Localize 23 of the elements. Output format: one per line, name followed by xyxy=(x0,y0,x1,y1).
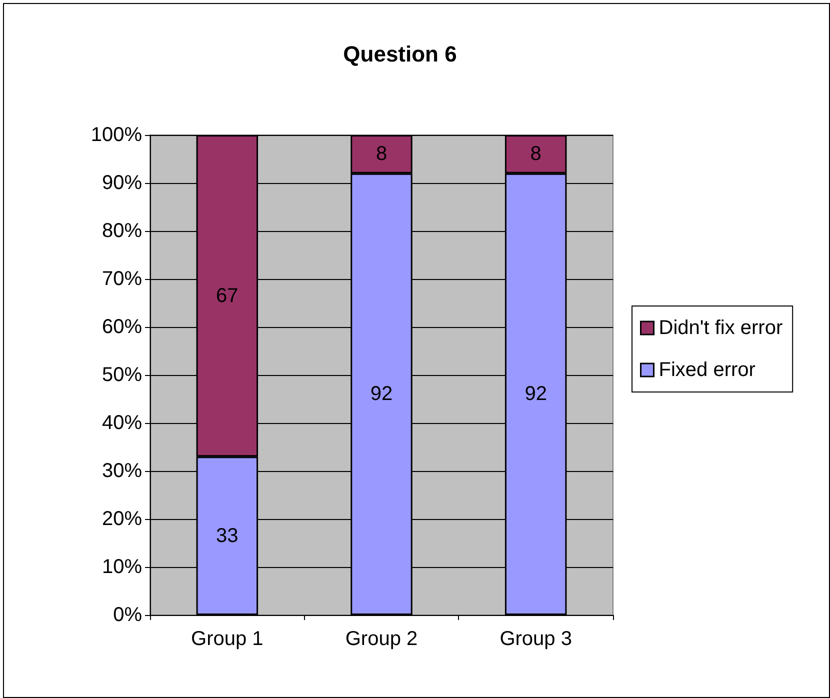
chart-title: Question 6 xyxy=(343,42,457,66)
legend-label: Fixed error xyxy=(658,359,756,381)
data-label: 8 xyxy=(530,143,542,166)
y-tick-label: 90% xyxy=(102,172,142,194)
y-tick-label: 100% xyxy=(90,124,142,146)
y-tick-label: 0% xyxy=(113,604,142,626)
data-label: 67 xyxy=(216,284,238,307)
x-tick-label: Group 3 xyxy=(500,628,572,650)
y-tick-label: 20% xyxy=(102,508,142,530)
data-label: 33 xyxy=(216,524,238,547)
x-tick-label: Group 2 xyxy=(345,628,418,650)
data-label: 8 xyxy=(376,143,388,166)
y-tick-label: 30% xyxy=(102,460,142,482)
data-label: 92 xyxy=(370,383,393,406)
y-tick-label: 40% xyxy=(102,412,142,434)
data-label: 92 xyxy=(524,383,547,406)
y-tick-label: 70% xyxy=(102,268,142,290)
y-tick-label: 80% xyxy=(102,220,142,242)
y-tick-label: 60% xyxy=(102,316,142,338)
x-tick-label: Group 1 xyxy=(191,628,264,650)
legend-label: Didn't fix error xyxy=(658,317,783,339)
y-tick-label: 50% xyxy=(102,364,142,386)
y-tick-label: 10% xyxy=(102,556,142,578)
